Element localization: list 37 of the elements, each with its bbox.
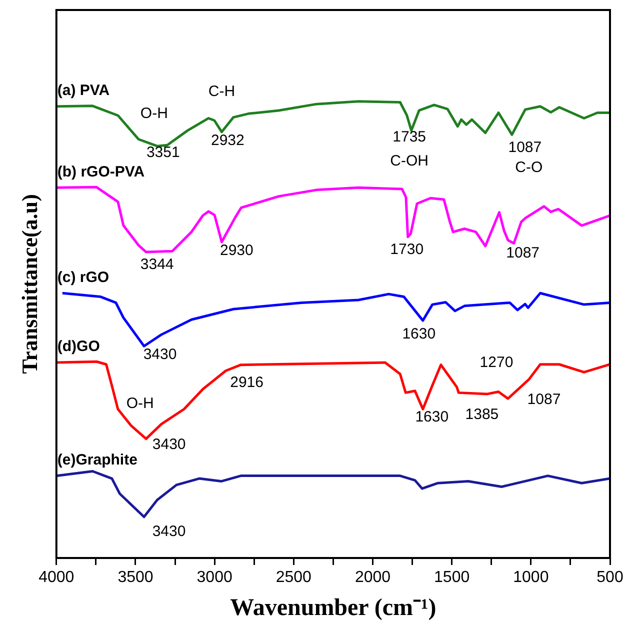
x-tick-label: 1000 xyxy=(513,569,549,586)
y-axis-title: Transmittance(a.u) xyxy=(16,194,42,374)
series-label: (a) PVA xyxy=(57,82,110,99)
annotation: C-O xyxy=(515,158,543,176)
annotation: 1630 xyxy=(402,326,436,343)
annotation: 1087 xyxy=(506,244,540,262)
x-tick-label: 500 xyxy=(596,569,624,586)
annotation: 3430 xyxy=(152,436,186,453)
series-label: (c) rGO xyxy=(57,268,110,286)
series-label: (d)GO xyxy=(57,338,100,356)
annotation: 1385 xyxy=(465,406,499,424)
x-tick-label: 3500 xyxy=(118,569,154,586)
annotation: 3344 xyxy=(140,256,174,274)
x-tick-label: 4000 xyxy=(38,569,74,586)
x-tick-label: 2000 xyxy=(354,569,391,586)
x-axis-title: Wavenumber (cm⁻¹) xyxy=(230,594,436,621)
series-label: (e)Graphite xyxy=(57,451,138,468)
annotation: O-H xyxy=(140,105,168,122)
annotation: 3351 xyxy=(146,144,180,162)
series-label: (b) rGO-PVA xyxy=(57,163,145,180)
annotation: 2932 xyxy=(211,132,244,150)
annotation: 1730 xyxy=(390,241,424,258)
annotation: 3430 xyxy=(152,523,186,540)
x-tick-label: 3000 xyxy=(196,569,232,586)
annotation: C-OH xyxy=(390,152,428,170)
annotation: 1630 xyxy=(415,408,449,426)
annotation: 1087 xyxy=(527,390,561,408)
annotation: C-H xyxy=(208,83,236,100)
x-tick-label: 2500 xyxy=(276,569,312,586)
annotation: 3430 xyxy=(143,346,177,364)
x-tick-label: 1500 xyxy=(434,569,470,586)
annotation: 1270 xyxy=(480,354,514,371)
annotation: 1735 xyxy=(392,128,426,146)
annotation: O-H xyxy=(126,394,154,412)
annotation: 2930 xyxy=(220,242,254,260)
annotation: 2916 xyxy=(230,374,264,391)
annotation: 1087 xyxy=(508,138,542,156)
